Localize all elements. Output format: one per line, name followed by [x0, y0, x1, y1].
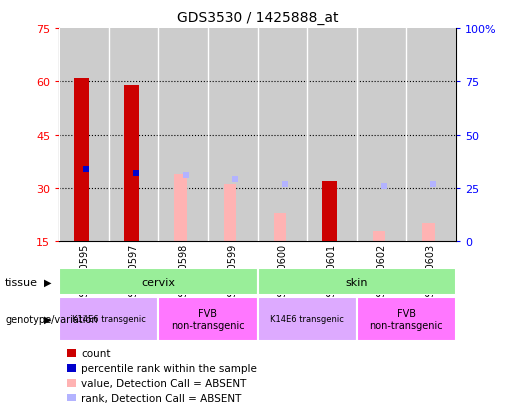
Text: rank, Detection Call = ABSENT: rank, Detection Call = ABSENT — [81, 393, 242, 403]
Bar — [59, 297, 158, 341]
Bar — [373, 231, 385, 242]
Text: count: count — [81, 348, 111, 358]
Text: genotype/variation: genotype/variation — [5, 314, 98, 324]
Text: ▶: ▶ — [44, 277, 52, 287]
Bar — [175, 174, 187, 242]
Text: percentile rank within the sample: percentile rank within the sample — [81, 363, 258, 373]
Bar — [59, 268, 258, 295]
Text: FVB
non-transgenic: FVB non-transgenic — [171, 308, 245, 330]
Text: skin: skin — [346, 277, 368, 287]
Bar — [307, 29, 356, 242]
Bar — [59, 29, 109, 242]
Bar — [422, 224, 435, 242]
Text: value, Detection Call = ABSENT: value, Detection Call = ABSENT — [81, 378, 247, 388]
Bar — [109, 29, 158, 242]
Bar — [322, 181, 337, 242]
Bar — [74, 78, 89, 242]
Bar — [356, 297, 456, 341]
Bar — [124, 85, 139, 242]
Bar — [258, 29, 307, 242]
Bar — [273, 213, 286, 242]
Text: cervix: cervix — [141, 277, 176, 287]
Text: ▶: ▶ — [44, 314, 52, 324]
Bar — [356, 29, 406, 242]
Bar — [208, 29, 258, 242]
Title: GDS3530 / 1425888_at: GDS3530 / 1425888_at — [177, 11, 338, 25]
Bar — [158, 297, 258, 341]
Bar — [406, 29, 456, 242]
Text: FVB
non-transgenic: FVB non-transgenic — [369, 308, 443, 330]
Bar — [224, 185, 236, 242]
Text: K14E6 transgenic: K14E6 transgenic — [270, 315, 344, 323]
Text: tissue: tissue — [5, 277, 38, 287]
Bar — [258, 297, 356, 341]
Bar — [258, 268, 456, 295]
Text: K14E6 transgenic: K14E6 transgenic — [72, 315, 146, 323]
Bar — [158, 29, 208, 242]
